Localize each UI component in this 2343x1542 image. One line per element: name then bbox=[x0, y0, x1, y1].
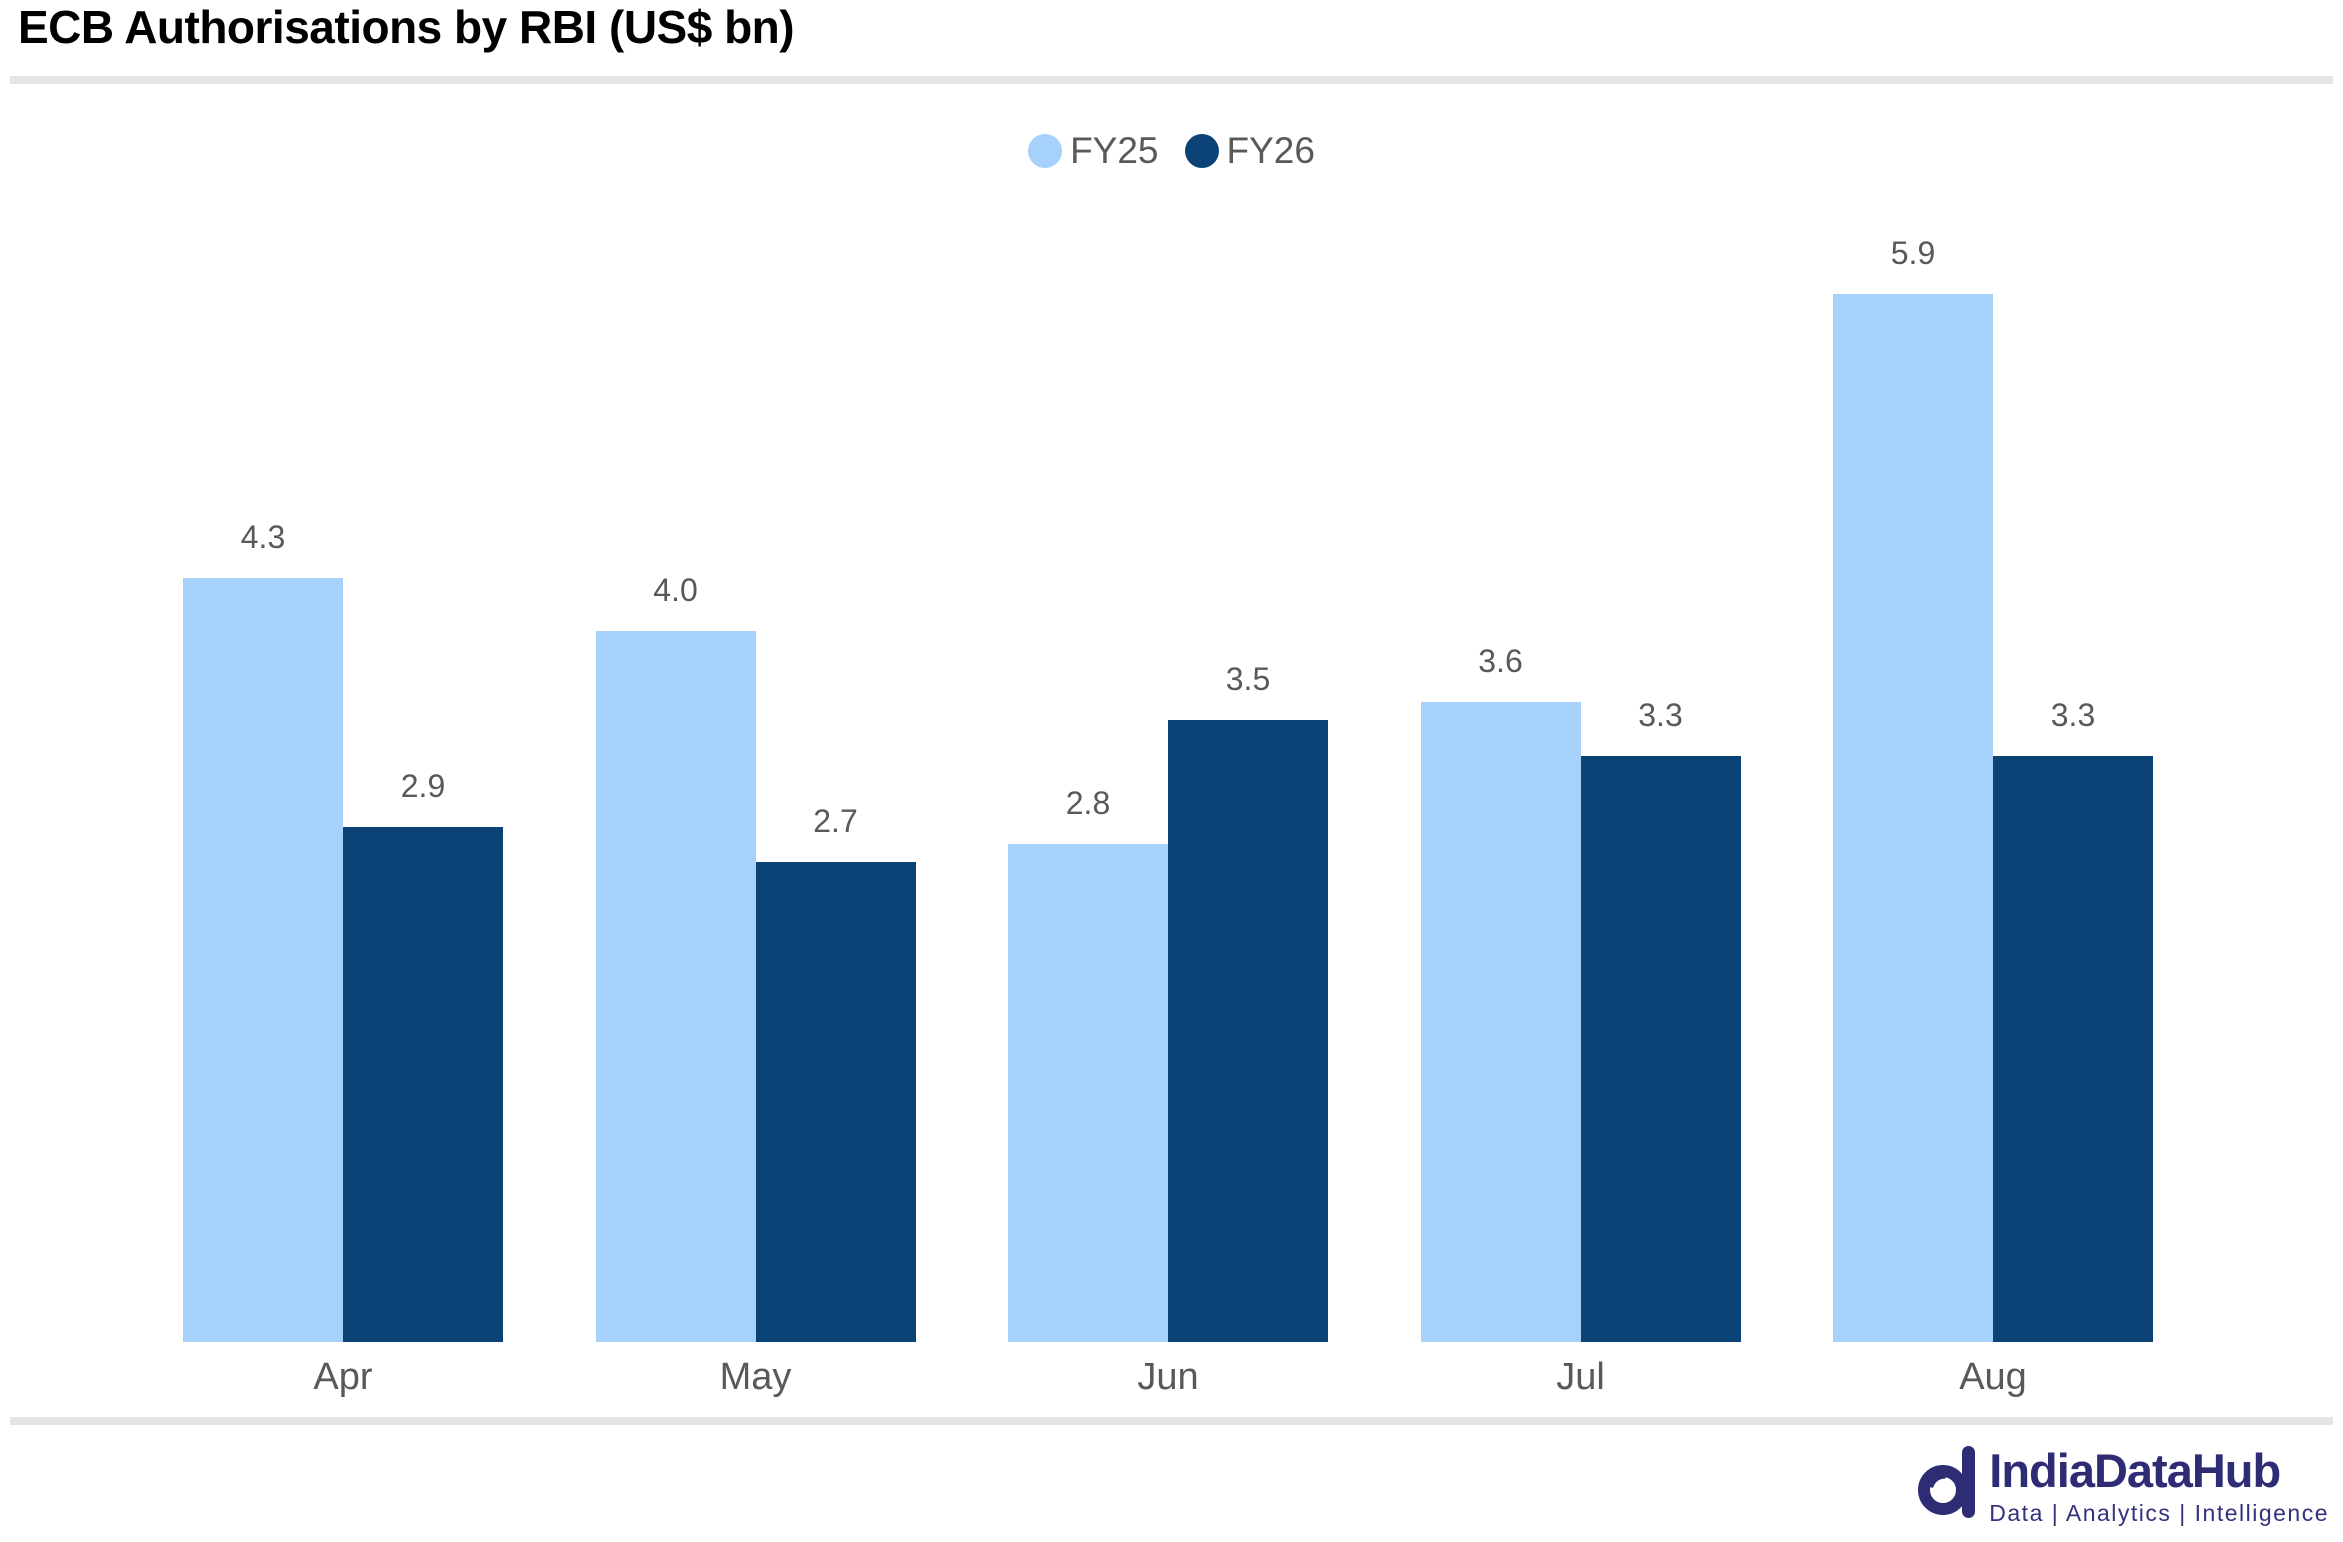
brand-footer: IndiaDataHub Data | Analytics | Intellig… bbox=[1917, 1442, 2329, 1527]
chart-title: ECB Authorisations by RBI (US$ bn) bbox=[18, 1, 795, 53]
bar-value-label: 4.0 bbox=[653, 572, 698, 609]
bar-fy26-jun[interactable] bbox=[1168, 720, 1328, 1342]
legend-item-fy26[interactable]: FY26 bbox=[1184, 130, 1315, 172]
bar-fy26-jul[interactable] bbox=[1580, 755, 1741, 1342]
brand-name: IndiaDataHub bbox=[1989, 1443, 2281, 1497]
bar-fy25-jul[interactable] bbox=[1420, 702, 1581, 1342]
bar-value-label: 5.9 bbox=[1890, 234, 1936, 271]
indiadatahub-logo-icon bbox=[1917, 1442, 1979, 1527]
legend-item-fy25[interactable]: FY25 bbox=[1028, 130, 1159, 172]
category-label-jun: Jun bbox=[1137, 1356, 1199, 1398]
legend-label: FY25 bbox=[1070, 130, 1159, 171]
legend-dot-fy25 bbox=[1028, 134, 1063, 168]
bar-value-label: 3.6 bbox=[1478, 643, 1523, 680]
category-label-may: May bbox=[719, 1356, 792, 1398]
bar-value-label: 3.5 bbox=[1225, 661, 1271, 698]
legend-dot-fy26 bbox=[1184, 134, 1219, 168]
bar-value-label: 2.7 bbox=[813, 803, 858, 840]
category-label-aug: Aug bbox=[1959, 1356, 2027, 1398]
brand-tagline: Data | Analytics | Intelligence bbox=[1989, 1499, 2329, 1526]
bar-fy25-may[interactable] bbox=[595, 631, 756, 1342]
category-label-apr: Apr bbox=[313, 1356, 373, 1398]
bar-fy26-apr[interactable] bbox=[343, 826, 503, 1342]
bar-fy25-jun[interactable] bbox=[1008, 844, 1168, 1342]
bar-fy25-apr[interactable] bbox=[183, 577, 343, 1342]
category-label-jul: Jul bbox=[1556, 1356, 1605, 1398]
bar-fy25-aug[interactable] bbox=[1833, 293, 1993, 1342]
legend: FY25 FY26 bbox=[0, 130, 2343, 172]
bar-value-label: 2.9 bbox=[400, 767, 446, 804]
bar-value-label: 4.3 bbox=[240, 518, 286, 555]
title-divider bbox=[10, 76, 2333, 84]
bar-fy26-may[interactable] bbox=[755, 862, 916, 1342]
bar-fy26-aug[interactable] bbox=[1993, 755, 2153, 1342]
footer-divider bbox=[10, 1417, 2333, 1425]
bar-value-label: 2.8 bbox=[1065, 785, 1111, 822]
legend-label: FY26 bbox=[1226, 130, 1315, 171]
bar-value-label: 3.3 bbox=[1638, 696, 1683, 733]
bar-value-label: 3.3 bbox=[2050, 696, 2096, 733]
